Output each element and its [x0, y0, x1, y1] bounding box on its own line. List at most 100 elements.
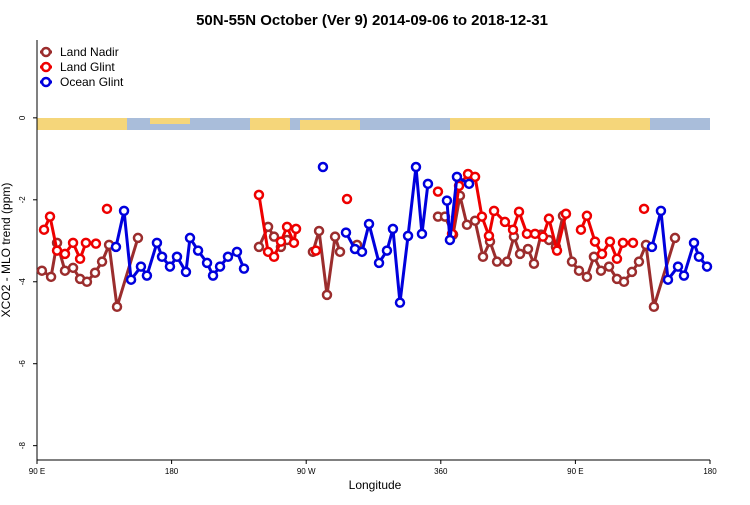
- point: [321, 289, 333, 301]
- point: [410, 161, 422, 173]
- point: [483, 230, 495, 242]
- point: [514, 248, 526, 260]
- point: [74, 253, 86, 265]
- point: [275, 236, 287, 247]
- point: [36, 265, 48, 276]
- y-tick-label: 0: [18, 115, 27, 120]
- point: [646, 241, 658, 253]
- point: [317, 161, 329, 173]
- point: [341, 193, 353, 205]
- point: [329, 231, 341, 242]
- point: [201, 257, 213, 269]
- legend-label: Land Nadir: [60, 45, 119, 59]
- point: [551, 245, 563, 256]
- point: [334, 246, 346, 258]
- point: [633, 256, 645, 267]
- point: [171, 251, 183, 263]
- point: [222, 251, 234, 263]
- point: [701, 261, 713, 272]
- point: [528, 258, 540, 269]
- legend-label: Ocean Glint: [60, 75, 124, 89]
- y-axis-label: XCO2 - MLO trend (ppm): [0, 183, 13, 318]
- point: [310, 245, 322, 256]
- point: [253, 189, 265, 201]
- point: [507, 224, 519, 235]
- point: [288, 237, 300, 249]
- point: [589, 236, 601, 247]
- point: [521, 228, 533, 240]
- point: [238, 263, 250, 274]
- point: [363, 218, 375, 230]
- point: [581, 210, 593, 222]
- x-tick-label: 180: [703, 467, 717, 476]
- x-tick-label: 360: [434, 467, 448, 476]
- point: [477, 251, 489, 263]
- point: [89, 267, 101, 278]
- point: [491, 256, 503, 267]
- point: [573, 265, 585, 276]
- point: [604, 236, 616, 247]
- point: [141, 270, 153, 281]
- point: [90, 238, 102, 249]
- legend-marker: [40, 61, 52, 73]
- point: [581, 271, 593, 283]
- point: [501, 256, 513, 267]
- point: [469, 171, 481, 183]
- legend-marker: [40, 76, 52, 88]
- point: [611, 253, 623, 265]
- point: [463, 178, 475, 190]
- point: [476, 211, 488, 222]
- point: [441, 195, 453, 206]
- point: [110, 241, 122, 253]
- point: [356, 246, 368, 258]
- point: [648, 301, 660, 313]
- point: [575, 224, 587, 235]
- point: [543, 213, 555, 224]
- series-line: [114, 165, 709, 305]
- point: [184, 232, 196, 244]
- point: [522, 243, 534, 255]
- point: [80, 237, 92, 249]
- point: [387, 223, 399, 235]
- y-tick-label: -4: [18, 278, 27, 286]
- point: [135, 261, 147, 272]
- point: [688, 237, 700, 249]
- point: [595, 265, 607, 276]
- point: [394, 297, 406, 308]
- point: [281, 221, 293, 233]
- point: [626, 266, 638, 278]
- point: [44, 211, 56, 222]
- y-tick-label: -6: [18, 360, 27, 368]
- point: [38, 224, 50, 235]
- x-axis-label: Longitude: [349, 478, 402, 492]
- point: [566, 256, 578, 267]
- point: [560, 208, 572, 219]
- point: [432, 186, 444, 197]
- point: [313, 225, 325, 237]
- point: [402, 230, 414, 242]
- point: [207, 270, 219, 281]
- point: [125, 274, 137, 285]
- point: [253, 241, 265, 253]
- y-tick-label: -8: [18, 442, 27, 450]
- point: [513, 206, 525, 217]
- point: [451, 171, 463, 183]
- point: [164, 261, 176, 272]
- point: [603, 261, 615, 272]
- x-tick-label: 90 E: [29, 467, 45, 476]
- point: [111, 301, 123, 313]
- point: [588, 251, 600, 263]
- point: [96, 256, 108, 267]
- point: [596, 248, 608, 260]
- y-tick-label: -2: [18, 196, 27, 204]
- chart-title: 50N-55N October (Ver 9) 2014-09-06 to 20…: [196, 12, 548, 29]
- point: [67, 262, 79, 274]
- point: [151, 237, 163, 249]
- x-tick-label: 180: [165, 467, 179, 476]
- point: [268, 231, 280, 242]
- point: [231, 246, 243, 258]
- point: [180, 266, 192, 278]
- point: [373, 257, 385, 269]
- point: [693, 251, 705, 263]
